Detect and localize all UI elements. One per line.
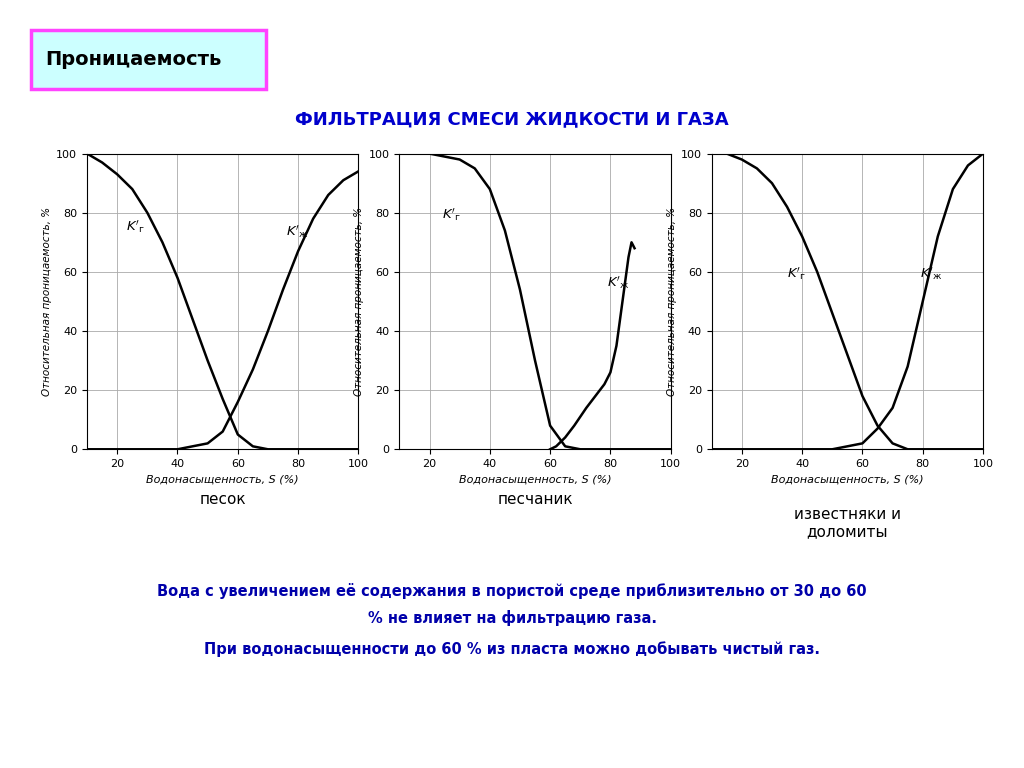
X-axis label: Водонасыщенность, S (%): Водонасыщенность, S (%) <box>146 475 299 485</box>
Text: $K'_{\rm г}$: $K'_{\rm г}$ <box>126 218 145 234</box>
Y-axis label: Относительная проницаемость, %: Относительная проницаемость, % <box>667 207 677 396</box>
Text: % не влияет на фильтрацию газа.: % не влияет на фильтрацию газа. <box>368 611 656 626</box>
Text: $K'_{\rm ж}$: $K'_{\rm ж}$ <box>920 265 942 282</box>
Text: При водонасыщенности до 60 % из пласта можно добывать чистый газ.: При водонасыщенности до 60 % из пласта м… <box>204 641 820 657</box>
X-axis label: Водонасыщенность, S (%): Водонасыщенность, S (%) <box>771 475 924 485</box>
Y-axis label: Относительная проницаемость, %: Относительная проницаемость, % <box>42 207 52 396</box>
Text: $K'_{\rm ж}$: $K'_{\rm ж}$ <box>607 274 630 291</box>
Text: Вода с увеличением её содержания в пористой среде приблизительно от 30 до 60: Вода с увеличением её содержания в порис… <box>158 584 866 599</box>
Text: $K'_{\rm г}$: $K'_{\rm г}$ <box>787 265 806 282</box>
Text: песчаник: песчаник <box>498 492 572 507</box>
Text: ФИЛЬТРАЦИЯ СМЕСИ ЖИДКОСТИ И ГАЗА: ФИЛЬТРАЦИЯ СМЕСИ ЖИДКОСТИ И ГАЗА <box>295 110 729 128</box>
Text: Проницаемость: Проницаемость <box>45 50 221 69</box>
FancyBboxPatch shape <box>31 30 266 89</box>
Text: $K'_{\rm ж}$: $K'_{\rm ж}$ <box>286 224 308 240</box>
Y-axis label: Относительная проницаемость, %: Относительная проницаемость, % <box>354 207 365 396</box>
Text: $K'_{\rm г}$: $K'_{\rm г}$ <box>441 206 461 223</box>
X-axis label: Водонасыщенность, S (%): Водонасыщенность, S (%) <box>459 475 611 485</box>
Text: известняки и
доломиты: известняки и доломиты <box>794 507 901 539</box>
Text: песок: песок <box>200 492 246 507</box>
